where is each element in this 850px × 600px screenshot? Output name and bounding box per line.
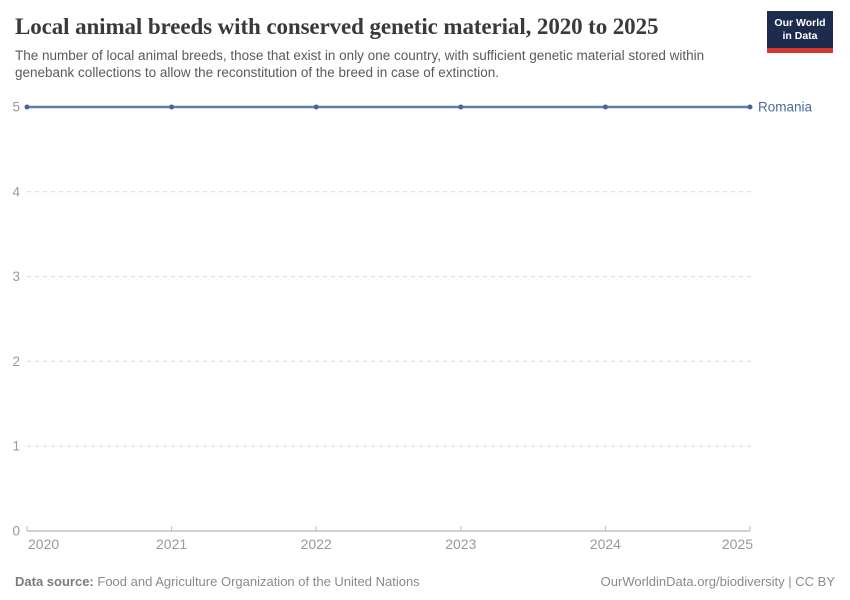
- chart-subtitle: The number of local animal breeds, those…: [15, 48, 705, 80]
- y-tick-label: 3: [12, 269, 20, 284]
- y-tick-label: 4: [12, 184, 20, 199]
- data-point[interactable]: [747, 104, 753, 110]
- x-tick-label: 2020: [28, 536, 59, 552]
- chart-header: Local animal breeds with conserved genet…: [15, 14, 835, 82]
- line-chart-canvas: 0 1 2 3 4 5 2020 2021 2022 2023 2024 2025 Romania: [12, 100, 813, 553]
- data-point[interactable]: [313, 104, 319, 110]
- y-tick-label: 2: [12, 354, 20, 369]
- credit-link[interactable]: OurWorldinData.org/biodiversity | CC BY: [600, 574, 835, 589]
- y-tick-label: 1: [12, 439, 20, 454]
- chart-footer: Data source: Food and Agriculture Organi…: [15, 574, 835, 589]
- data-point[interactable]: [458, 104, 464, 110]
- data-source-label: Data source:: [15, 574, 94, 589]
- y-tick-label: 5: [12, 100, 20, 115]
- data-source: Data source: Food and Agriculture Organi…: [15, 574, 420, 589]
- series-label[interactable]: Romania: [758, 100, 813, 115]
- line-chart: 0 1 2 3 4 5 2020 2021 2022 2023 2024 2025 Romania: [0, 90, 850, 565]
- owid-logo: Our World in Data: [767, 11, 833, 54]
- data-source-text: Food and Agriculture Organization of the…: [97, 574, 420, 589]
- x-tick-label: 2025: [722, 536, 753, 552]
- data-point[interactable]: [602, 104, 608, 110]
- x-tick-label: 2021: [156, 536, 187, 552]
- x-tick-label: 2022: [301, 536, 332, 552]
- data-point[interactable]: [24, 104, 30, 110]
- chart-title: Local animal breeds with conserved genet…: [15, 14, 659, 39]
- y-tick-label: 0: [12, 524, 20, 539]
- x-tick-label: 2024: [590, 536, 621, 552]
- owid-logo-line2: in Data: [782, 30, 818, 43]
- data-point[interactable]: [169, 104, 175, 110]
- owid-logo-line1: Our World: [774, 17, 826, 29]
- x-tick-label: 2023: [445, 536, 476, 552]
